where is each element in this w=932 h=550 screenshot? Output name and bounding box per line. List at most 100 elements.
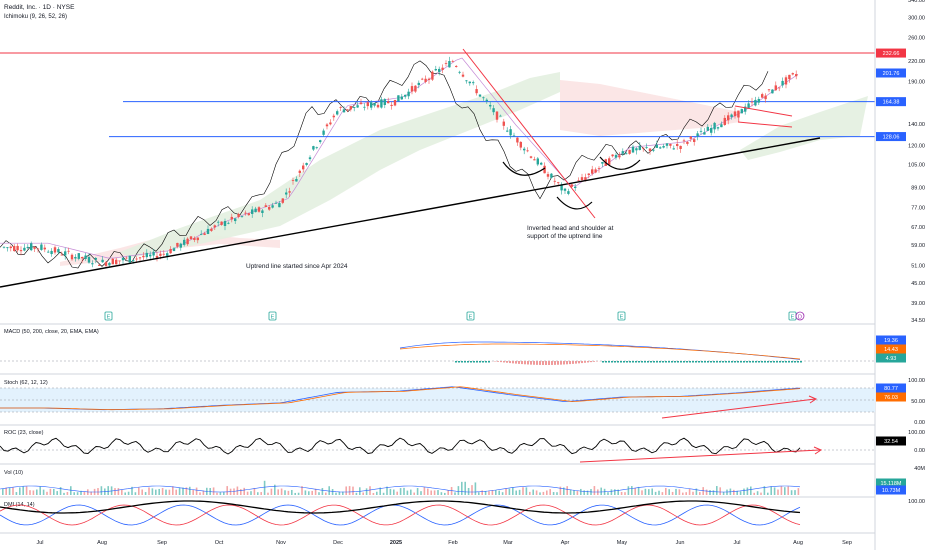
earnings-icon[interactable]: E [268, 311, 277, 321]
volume-bar [314, 488, 317, 495]
time-tick-label: Jul [733, 540, 740, 546]
macd-histogram-bar [755, 361, 757, 363]
volume-bar [304, 490, 307, 495]
macd-histogram-bar [680, 361, 682, 363]
stoch-divergence-arrow[interactable] [661, 398, 816, 419]
macd-histogram-bar [644, 361, 646, 363]
candle-body [461, 74, 465, 77]
volume-bar [546, 490, 548, 495]
macd-histogram-bar [716, 361, 718, 363]
volume-bar [699, 492, 701, 495]
volume-bar [668, 489, 670, 495]
candle-body [414, 85, 417, 92]
candle-body [448, 61, 451, 68]
downtrend-line[interactable] [462, 48, 596, 219]
volume-bar [433, 490, 436, 495]
volume-bar [484, 491, 487, 495]
candle-body [495, 111, 499, 120]
candle-body [363, 106, 366, 108]
volume-bar [267, 492, 269, 495]
adx-line [0, 500, 801, 514]
macd-histogram-bar [731, 361, 733, 363]
volume-bar [440, 492, 443, 495]
volume-bar [780, 486, 783, 495]
candle-body [336, 111, 339, 115]
macd-histogram-bar [581, 361, 583, 364]
volume-bar [399, 488, 402, 495]
volume-bar [739, 491, 742, 495]
candle-body [621, 151, 624, 154]
candle-body [767, 89, 771, 91]
time-axis[interactable]: Jul Aug Sep Oct Nov Dec 2025 Feb Mar Apr May Jun Jul… [36, 540, 851, 546]
candle-body [659, 147, 662, 149]
volume-bar [563, 487, 565, 495]
candle-body [145, 252, 148, 258]
price-axis[interactable]: 340.00 300.00 260.00 220.00 190.00 140.00 120.… [876, 0, 925, 505]
flag-top-line[interactable] [734, 105, 793, 117]
earnings-icon[interactable]: E [617, 311, 626, 321]
price-tick-label: 39.00 [911, 301, 925, 307]
volume-bar [291, 489, 293, 495]
volume-bar [508, 488, 511, 495]
candle-body [81, 257, 84, 259]
volume-bar [199, 492, 201, 495]
earnings-icon[interactable]: E [466, 311, 475, 321]
volume-bar [444, 492, 446, 495]
macd-histogram-bar [752, 361, 754, 363]
volume-bar [787, 486, 789, 495]
price-tick-label: 51.00 [911, 263, 925, 269]
macd-histogram-bar [767, 361, 769, 363]
earnings-icon[interactable]: E [104, 311, 113, 321]
vol-badge [876, 478, 906, 488]
volume-bar [797, 488, 800, 495]
volume-bar [559, 486, 562, 495]
volume-bar [641, 490, 643, 495]
svg-text:E: E [271, 315, 275, 321]
svg-text:D: D [798, 315, 802, 321]
volume-bar [73, 492, 75, 495]
volume-bar [403, 487, 405, 495]
uptrend-line[interactable] [0, 137, 821, 288]
candle-body [342, 109, 346, 113]
volume-bar [522, 487, 524, 495]
volume-bar [777, 489, 779, 495]
candle-body [747, 103, 750, 108]
stoch-tick-label: 50.00 [911, 399, 925, 405]
volume-bar [168, 489, 171, 495]
candle-body [322, 130, 325, 135]
dividend-icon[interactable]: D [795, 311, 805, 321]
volume-bar [750, 486, 752, 495]
macd-histogram-bar [503, 361, 505, 363]
volume-bar [376, 491, 378, 495]
earnings-markers[interactable]: E E E E E D [104, 311, 805, 321]
candle-body [115, 259, 118, 265]
roc-divergence-arrow[interactable] [579, 449, 821, 463]
volume-bar [756, 491, 759, 495]
candle-body [298, 170, 301, 173]
flag-bottom-line[interactable] [737, 121, 793, 128]
volume-bar [437, 490, 439, 495]
cloud-bull-area [120, 72, 560, 258]
candle-body [519, 141, 522, 148]
candle-body [64, 251, 67, 256]
volume-bar [117, 488, 120, 495]
macd-badge [876, 344, 906, 354]
svg-text:E: E [469, 315, 473, 321]
roc-label: ROC (23, close) [4, 430, 44, 436]
macd-histogram-bar [689, 361, 691, 363]
volume-bar [722, 491, 725, 495]
macd-histogram-bar [485, 361, 487, 363]
earnings-icon[interactable]: E [788, 311, 797, 321]
macd-badge-label: 14.43 [884, 347, 898, 353]
macd-histogram-bar [641, 361, 643, 363]
horizontal-levels[interactable] [0, 52, 875, 138]
volume-bar [614, 489, 616, 495]
volume-bar [345, 486, 347, 495]
macd-histogram-bar [713, 361, 715, 363]
candle-body [465, 80, 468, 82]
price-tick-label: 67.00 [911, 225, 925, 231]
ichimoku-label: Ichimoku (9, 26, 52, 26) [4, 14, 67, 20]
candle-body [696, 133, 699, 137]
volume-bar [294, 492, 296, 495]
